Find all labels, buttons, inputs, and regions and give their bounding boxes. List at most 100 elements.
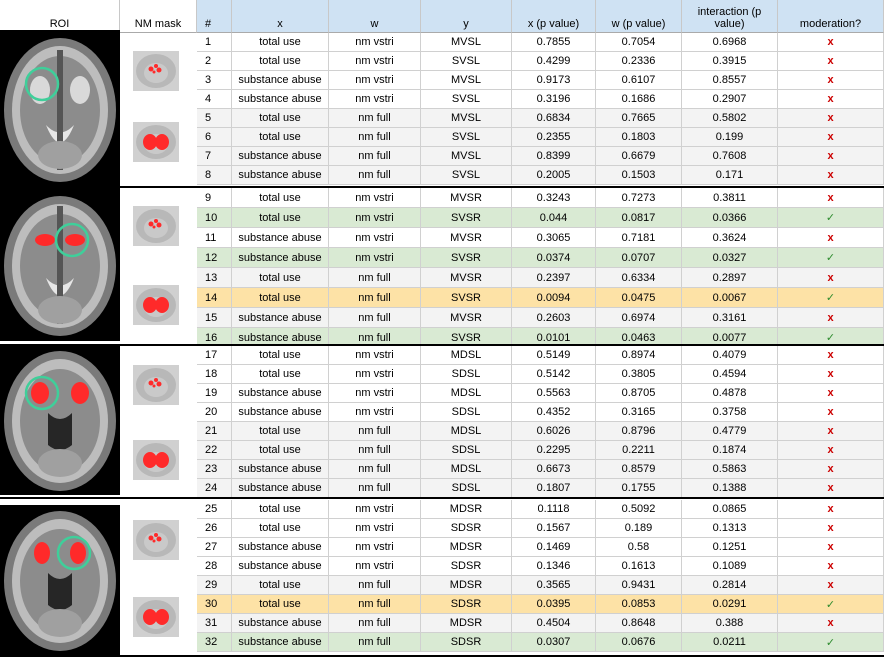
cell-w-p-value[interactable]: 0.7181 — [596, 228, 682, 248]
cell-num[interactable]: 2 — [197, 52, 232, 71]
cell-w[interactable]: nm full — [329, 441, 421, 460]
cell-y[interactable]: SVSL — [421, 90, 512, 109]
cell-y[interactable]: MVSL — [421, 147, 512, 166]
cell-num[interactable]: 13 — [197, 268, 232, 288]
cell-moderation[interactable]: x — [778, 614, 884, 633]
cell-x[interactable]: total use — [232, 365, 329, 384]
cell-x-p-value[interactable]: 0.3243 — [512, 188, 596, 208]
cell-y[interactable]: MDSR — [421, 500, 512, 519]
cell-x-p-value[interactable]: 0.0307 — [512, 633, 596, 652]
cell-x-p-value[interactable]: 0.2295 — [512, 441, 596, 460]
cell-num[interactable]: 29 — [197, 576, 232, 595]
cell-moderation[interactable]: x — [778, 166, 884, 185]
cell-x-p-value[interactable]: 0.6673 — [512, 460, 596, 479]
cell-moderation[interactable]: x — [778, 365, 884, 384]
cell-w[interactable]: nm vstri — [329, 365, 421, 384]
cell-x[interactable]: total use — [232, 33, 329, 52]
cell-w-p-value[interactable]: 0.3805 — [596, 365, 682, 384]
cell-interaction-p-value[interactable]: 0.0327 — [682, 248, 778, 268]
cell-x-p-value[interactable]: 0.4352 — [512, 403, 596, 422]
cell-moderation[interactable]: x — [778, 308, 884, 328]
cell-moderation[interactable]: x — [778, 500, 884, 519]
cell-num[interactable]: 27 — [197, 538, 232, 557]
cell-interaction-p-value[interactable]: 0.8557 — [682, 71, 778, 90]
cell-moderation[interactable]: x — [778, 71, 884, 90]
cell-w[interactable]: nm full — [329, 614, 421, 633]
cell-interaction-p-value[interactable]: 0.4079 — [682, 346, 778, 365]
cell-moderation[interactable]: ✓ — [778, 633, 884, 652]
cell-x-p-value[interactable]: 0.5563 — [512, 384, 596, 403]
cell-w-p-value[interactable]: 0.1613 — [596, 557, 682, 576]
cell-w-p-value[interactable]: 0.0853 — [596, 595, 682, 614]
cell-y[interactable]: MDSR — [421, 576, 512, 595]
cell-moderation[interactable]: x — [778, 557, 884, 576]
cell-y[interactable]: SDSL — [421, 365, 512, 384]
cell-w-p-value[interactable]: 0.7273 — [596, 188, 682, 208]
cell-w-p-value[interactable]: 0.1503 — [596, 166, 682, 185]
cell-w-p-value[interactable]: 0.1803 — [596, 128, 682, 147]
cell-y[interactable]: SVSR — [421, 248, 512, 268]
cell-y[interactable]: MVSR — [421, 228, 512, 248]
cell-x[interactable]: substance abuse — [232, 403, 329, 422]
cell-w-p-value[interactable]: 0.6334 — [596, 268, 682, 288]
cell-num[interactable]: 7 — [197, 147, 232, 166]
cell-interaction-p-value[interactable]: 0.3915 — [682, 52, 778, 71]
cell-num[interactable]: 17 — [197, 346, 232, 365]
cell-w-p-value[interactable]: 0.7665 — [596, 109, 682, 128]
cell-num[interactable]: 8 — [197, 166, 232, 185]
cell-w[interactable]: nm vstri — [329, 346, 421, 365]
cell-w-p-value[interactable]: 0.8705 — [596, 384, 682, 403]
cell-num[interactable]: 28 — [197, 557, 232, 576]
cell-x-p-value[interactable]: 0.4504 — [512, 614, 596, 633]
cell-num[interactable]: 14 — [197, 288, 232, 308]
cell-moderation[interactable]: x — [778, 346, 884, 365]
cell-w[interactable]: nm vstri — [329, 384, 421, 403]
cell-interaction-p-value[interactable]: 0.1874 — [682, 441, 778, 460]
cell-x[interactable]: total use — [232, 595, 329, 614]
cell-moderation[interactable]: x — [778, 441, 884, 460]
cell-w[interactable]: nm vstri — [329, 538, 421, 557]
cell-y[interactable]: MVSR — [421, 188, 512, 208]
cell-interaction-p-value[interactable]: 0.4779 — [682, 422, 778, 441]
cell-x[interactable]: substance abuse — [232, 166, 329, 185]
cell-w-p-value[interactable]: 0.9431 — [596, 576, 682, 595]
cell-w[interactable]: nm full — [329, 166, 421, 185]
cell-x-p-value[interactable]: 0.3565 — [512, 576, 596, 595]
cell-interaction-p-value[interactable]: 0.199 — [682, 128, 778, 147]
cell-x[interactable]: total use — [232, 208, 329, 228]
cell-x-p-value[interactable]: 0.6026 — [512, 422, 596, 441]
cell-interaction-p-value[interactable]: 0.1251 — [682, 538, 778, 557]
cell-x-p-value[interactable]: 0.6834 — [512, 109, 596, 128]
cell-interaction-p-value[interactable]: 0.1313 — [682, 519, 778, 538]
header-moderation[interactable]: moderation? — [778, 0, 884, 33]
cell-w[interactable]: nm vstri — [329, 228, 421, 248]
cell-w-p-value[interactable]: 0.0475 — [596, 288, 682, 308]
cell-y[interactable]: SDSL — [421, 403, 512, 422]
cell-w[interactable]: nm vstri — [329, 557, 421, 576]
cell-num[interactable]: 30 — [197, 595, 232, 614]
cell-num[interactable]: 24 — [197, 479, 232, 498]
cell-w-p-value[interactable]: 0.8974 — [596, 346, 682, 365]
cell-interaction-p-value[interactable]: 0.2897 — [682, 268, 778, 288]
cell-moderation[interactable]: x — [778, 128, 884, 147]
cell-x[interactable]: total use — [232, 188, 329, 208]
cell-x-p-value[interactable]: 0.7855 — [512, 33, 596, 52]
cell-y[interactable]: SVSL — [421, 52, 512, 71]
cell-x[interactable]: total use — [232, 500, 329, 519]
cell-y[interactable]: SDSR — [421, 633, 512, 652]
cell-x[interactable]: total use — [232, 519, 329, 538]
cell-x[interactable]: substance abuse — [232, 538, 329, 557]
cell-x[interactable]: substance abuse — [232, 633, 329, 652]
cell-x-p-value[interactable]: 0.4299 — [512, 52, 596, 71]
cell-x[interactable]: total use — [232, 109, 329, 128]
cell-y[interactable]: MVSL — [421, 33, 512, 52]
cell-y[interactable]: SVSL — [421, 166, 512, 185]
cell-moderation[interactable]: x — [778, 479, 884, 498]
cell-moderation[interactable]: x — [778, 403, 884, 422]
header-x[interactable]: x — [232, 0, 329, 33]
cell-moderation[interactable]: ✓ — [778, 248, 884, 268]
cell-num[interactable]: 6 — [197, 128, 232, 147]
cell-x-p-value[interactable]: 0.3196 — [512, 90, 596, 109]
header-interaction-p-value[interactable]: interaction (p value) — [682, 0, 778, 33]
cell-x-p-value[interactable]: 0.1469 — [512, 538, 596, 557]
